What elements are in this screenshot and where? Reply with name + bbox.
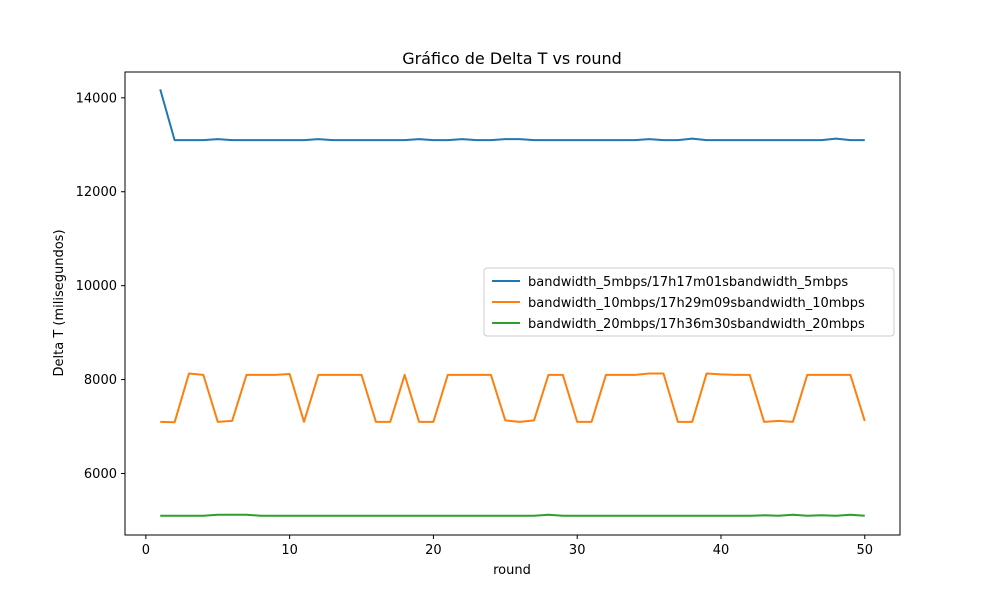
series-line-3 — [160, 513, 865, 517]
x-tick-label: 30 — [569, 543, 586, 558]
series-line-1 — [159, 89, 865, 142]
axis-ticks: 0 10 20 30 40 50 6000 8000 10000 12000 14000 — [76, 91, 873, 558]
legend-label-3: bandwidth_20mbps/17h36m30sbandwidth_20mb… — [528, 317, 865, 332]
legend-label-1: bandwidth_5mbps/17h17m01sbandwidth_5mbps — [528, 275, 848, 290]
legend-label-2: bandwidth_10mbps/17h29m09sbandwidth_10mb… — [528, 296, 865, 311]
y-tick-label: 8000 — [84, 373, 117, 388]
legend-box — [483, 267, 895, 337]
legend: bandwidth_5mbps/17h17m01sbandwidth_5mbps… — [483, 267, 895, 337]
chart-title: Gráfico de Delta T vs round — [402, 49, 622, 68]
x-tick-label: 20 — [425, 543, 442, 558]
y-tick-label: 6000 — [84, 467, 117, 482]
y-tick-label: 12000 — [76, 185, 117, 200]
x-tick-label: 40 — [713, 543, 730, 558]
y-tick-label: 10000 — [76, 279, 117, 294]
x-tick-label: 0 — [142, 543, 150, 558]
y-axis-label: Delta T (milisegundos) — [52, 229, 67, 376]
plot-area-frame — [124, 71, 901, 536]
series-lines — [159, 89, 866, 517]
x-tick-label: 50 — [856, 543, 873, 558]
y-tick-label: 14000 — [76, 91, 117, 106]
x-axis-label: round — [493, 563, 531, 578]
x-tick-label: 10 — [281, 543, 298, 558]
series-line-2 — [160, 372, 866, 424]
